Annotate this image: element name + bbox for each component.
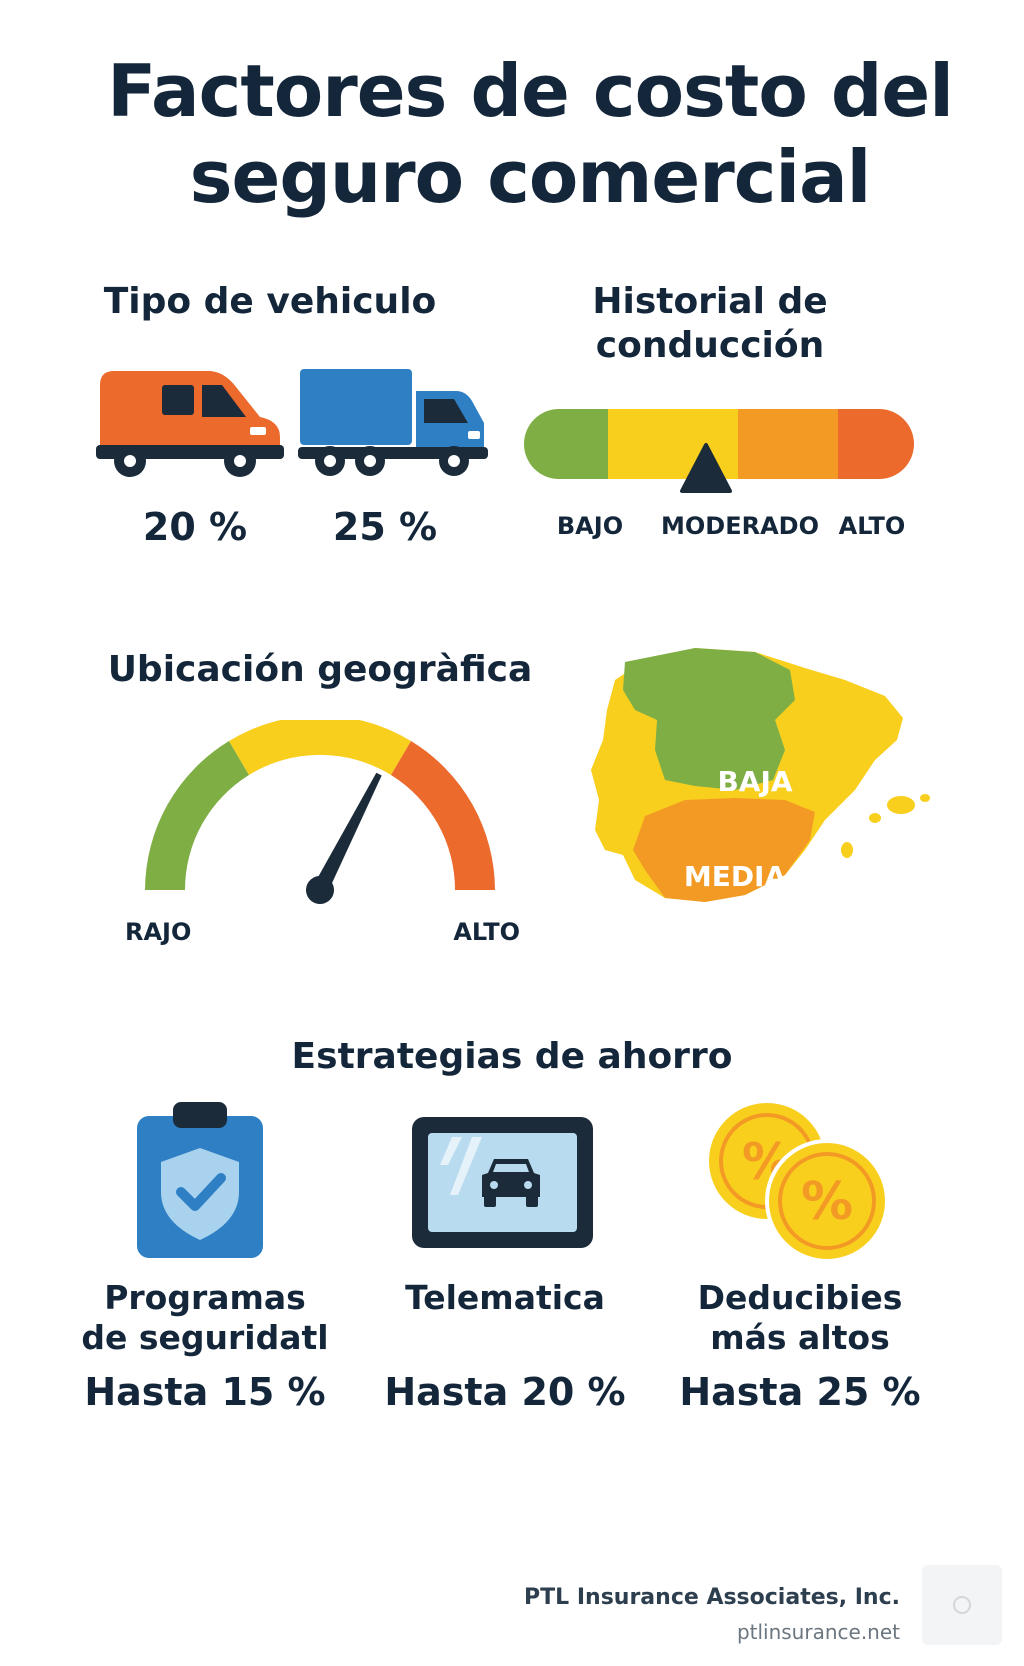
title-line-2: seguro comercial [189, 135, 872, 219]
risk-segment-very-high [838, 409, 914, 479]
geo-heading: Ubicación geogràfica [107, 649, 533, 690]
gauge-needle-icon [306, 772, 382, 904]
strategy-deductibles-name-line-2: más altos [710, 1318, 890, 1357]
truck-icon [298, 369, 488, 476]
strategy-safety-name-line-1: Programas [104, 1278, 306, 1317]
driving-heading: Historial de conducción [540, 280, 880, 368]
strategy-safety-name-line-2: de seguridatl [81, 1318, 329, 1357]
strategy-telematics-value: Hasta 20 % [384, 1370, 626, 1414]
percent-coins-icon: % % [709, 1103, 889, 1263]
map-label-low: BAJA [717, 765, 793, 798]
strategy-telematics-name: Telematica [360, 1278, 650, 1318]
shield-clipboard-icon [137, 1102, 263, 1258]
vehicle-heading: Tipo de vehiculo [103, 281, 437, 322]
geo-gauge [145, 720, 495, 904]
strategy-safety-name: Programas de seguridatl [60, 1278, 350, 1358]
footer-logo-icon [922, 1565, 1002, 1645]
gauge-segment-low [145, 741, 249, 890]
footer-url[interactable]: ptlinsurance.net [736, 1620, 900, 1644]
risk-label-moderate: MODERADO [661, 512, 819, 540]
risk-label-high: ALTO [838, 512, 906, 540]
telematics-car-icon [412, 1117, 593, 1248]
gauge-label-high: ALTO [453, 918, 520, 946]
truck-percentage: 25 % [332, 505, 438, 549]
van-percentage: 20 % [142, 505, 248, 549]
svg-text:%: % [801, 1172, 853, 1232]
strategy-telematics-name-line-1: Telematica [405, 1278, 605, 1317]
gauge-segment-medium [229, 720, 411, 775]
driving-heading-line-2: conducción [595, 325, 825, 366]
strategy-safety-value: Hasta 15 % [84, 1370, 326, 1414]
page-title: Factores de costo del seguro comercial [60, 48, 1000, 220]
van-icon [96, 371, 284, 477]
gauge-label-low: RAJO [125, 918, 192, 946]
strategy-deductibles-name-line-1: Deducibies [697, 1278, 903, 1317]
gauge-segment-high [391, 741, 495, 890]
driving-risk-bar [524, 409, 914, 493]
risk-label-low: BAJO [556, 512, 624, 540]
strategies-heading: Estrategias de ahorro [291, 1036, 733, 1077]
footer-company: PTL Insurance Associates, Inc. [524, 1585, 900, 1610]
strategy-deductibles-name: Deducibies más altos [655, 1278, 945, 1358]
map-region-medium [633, 798, 815, 902]
driving-heading-line-1: Historial de [592, 281, 828, 322]
strategy-deductibles-value: Hasta 25 % [679, 1370, 921, 1414]
title-line-1: Factores de costo del [107, 49, 954, 133]
map-label-medium: MEDIA [683, 860, 787, 893]
spain-map-icon [591, 648, 930, 902]
risk-segment-low [524, 409, 608, 479]
risk-segment-high [738, 409, 838, 479]
map-region-low [623, 648, 795, 790]
risk-pointer-icon [680, 443, 732, 493]
